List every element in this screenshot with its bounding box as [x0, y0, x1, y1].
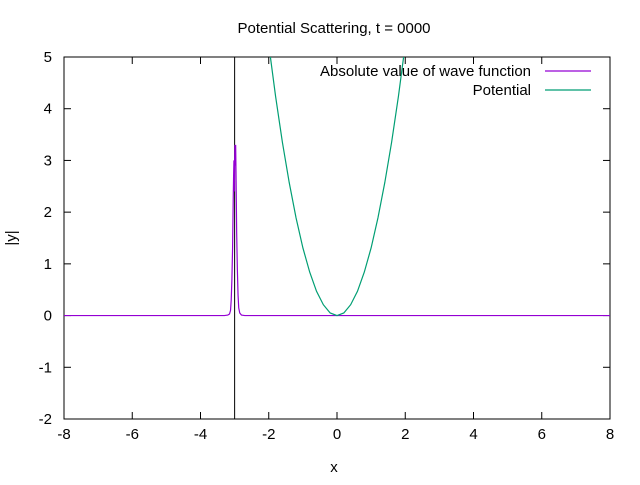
y-axis-label: |y|	[3, 230, 20, 245]
y-tick-label: 2	[44, 204, 52, 221]
x-tick-label: -2	[262, 426, 275, 443]
y-tick-label: -1	[39, 359, 52, 376]
x-tick-label: 4	[469, 426, 477, 443]
legend: Absolute value of wave function Potential	[320, 63, 591, 99]
series-layer	[64, 57, 610, 317]
legend-label: Absolute value of wave function	[320, 63, 531, 80]
x-tick-label: -4	[194, 426, 207, 443]
y-tick-label: 0	[44, 308, 52, 325]
x-tick-label: 0	[333, 426, 341, 443]
y-tick-label: -2	[39, 411, 52, 428]
x-tick-label: 2	[401, 426, 409, 443]
y-tick-label: 4	[44, 101, 52, 118]
legend-label: Potential	[473, 82, 531, 99]
x-tick-label: -6	[126, 426, 139, 443]
axes	[63, 56, 611, 420]
chart-title: Potential Scattering, t = 0000	[237, 20, 430, 37]
y-tick-label: 3	[44, 152, 52, 169]
wave-function-line	[64, 144, 610, 317]
plot-frame	[63, 56, 611, 420]
y-tick-label: 5	[44, 49, 52, 66]
ticks: -8 -6 -4 -2 0 2 4 6 8 -2 -1 0 1 2 3 4 5	[39, 49, 615, 443]
x-tick-label: 6	[538, 426, 546, 443]
x-tick-label: -8	[57, 426, 70, 443]
y-tick-label: 1	[44, 256, 52, 273]
potential-line	[269, 57, 405, 317]
x-tick-label: 8	[606, 426, 614, 443]
x-axis-label: x	[330, 459, 338, 476]
